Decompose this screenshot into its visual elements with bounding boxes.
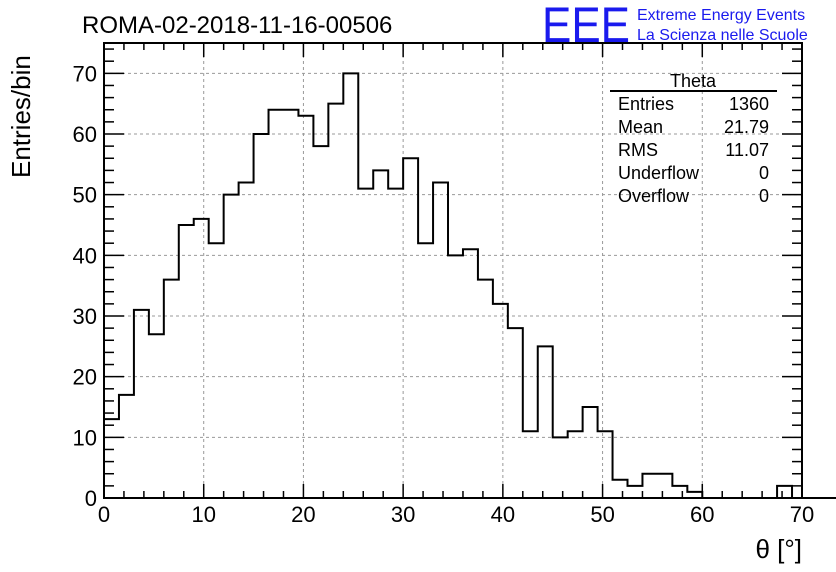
- histogram-outline: [103, 72, 836, 499]
- stats-row-label: RMS: [618, 140, 658, 160]
- stats-row-label: Entries: [618, 94, 674, 114]
- eee-logo-line2: La Scienza nelle Scuole: [637, 27, 808, 44]
- stats-row-label: Mean: [618, 117, 663, 137]
- y-tick-label: 20: [73, 365, 97, 390]
- axis-ticks: [103, 43, 803, 499]
- x-tick-label: 40: [491, 502, 515, 527]
- y-tick-label: 30: [73, 304, 97, 329]
- stats-title: Theta: [670, 71, 717, 91]
- stats-rows: Entries 1360 Mean 21.79 RMS 11.07 Underflow 0 Ov…: [618, 94, 769, 206]
- stats-row-value: 21.79: [724, 117, 769, 137]
- y-tick-label: 60: [73, 122, 97, 147]
- y-tick-label: 10: [73, 425, 97, 450]
- stats-box: Theta Entries 1360 Mean 21.79 RMS 11.07 Underf…: [610, 71, 777, 206]
- x-tick-label: 70: [790, 502, 814, 527]
- chart-title: ROMA-02-2018-11-16-00506: [82, 12, 392, 39]
- y-tick-label: 0: [85, 486, 97, 511]
- plot-frame: [103, 42, 803, 499]
- stats-row-value: 11.07: [725, 140, 769, 160]
- y-axis-label: Entries/bin: [6, 55, 36, 178]
- x-tick-label: 20: [291, 502, 315, 527]
- x-tick-label: 30: [391, 502, 415, 527]
- x-tick-label: 60: [690, 502, 714, 527]
- x-tick-labels: 0 10 20 30 40 50 60 70: [98, 502, 814, 527]
- grid-lines: [104, 43, 802, 498]
- stats-row-value: 1360: [729, 94, 769, 114]
- y-tick-labels: 0 10 20 30 40 50 60 70: [73, 61, 97, 511]
- stats-row-value: 0: [759, 163, 769, 183]
- eee-logo-line1: Extreme Energy Events: [637, 7, 805, 24]
- x-axis-label: θ [°]: [755, 534, 802, 564]
- x-tick-label: 0: [98, 502, 110, 527]
- x-tick-label: 10: [191, 502, 215, 527]
- eee-logo: EEE Extreme Energy Events La Scienza nel…: [542, 0, 808, 53]
- eee-logo-mark: EEE: [542, 0, 630, 53]
- x-tick-label: 50: [590, 502, 614, 527]
- stats-row-label: Overflow: [618, 186, 690, 206]
- y-tick-label: 50: [73, 183, 97, 208]
- y-tick-label: 40: [73, 243, 97, 268]
- stats-row-value: 0: [759, 186, 769, 206]
- stats-row-label: Underflow: [618, 163, 700, 183]
- y-tick-label: 70: [73, 61, 97, 86]
